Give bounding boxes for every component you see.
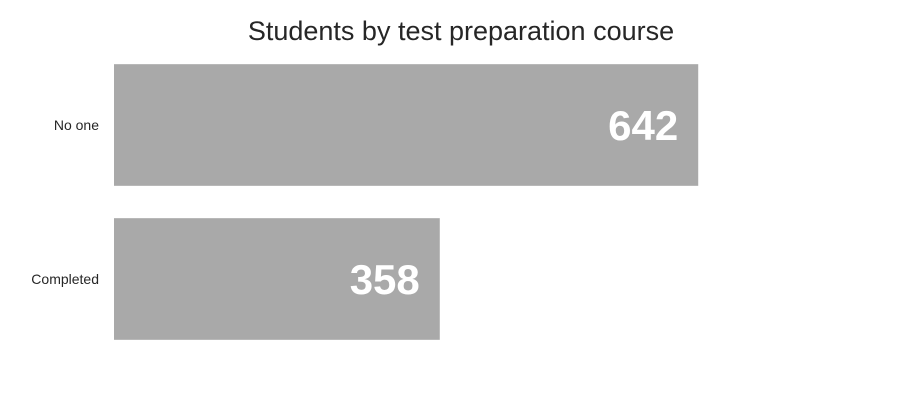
chart-title: Students by test preparation course <box>248 16 674 46</box>
y-tick-label-0: No one <box>54 117 99 133</box>
y-axis-tick-labels: No one Completed <box>31 117 99 287</box>
data-label-1: 358 <box>350 256 420 303</box>
data-labels-layer: 642 358 <box>350 102 679 303</box>
bars-layer <box>114 64 699 340</box>
y-tick-label-1: Completed <box>31 271 99 287</box>
bar-0 <box>114 64 699 186</box>
bar-1 <box>114 218 440 340</box>
data-label-0: 642 <box>608 102 678 149</box>
